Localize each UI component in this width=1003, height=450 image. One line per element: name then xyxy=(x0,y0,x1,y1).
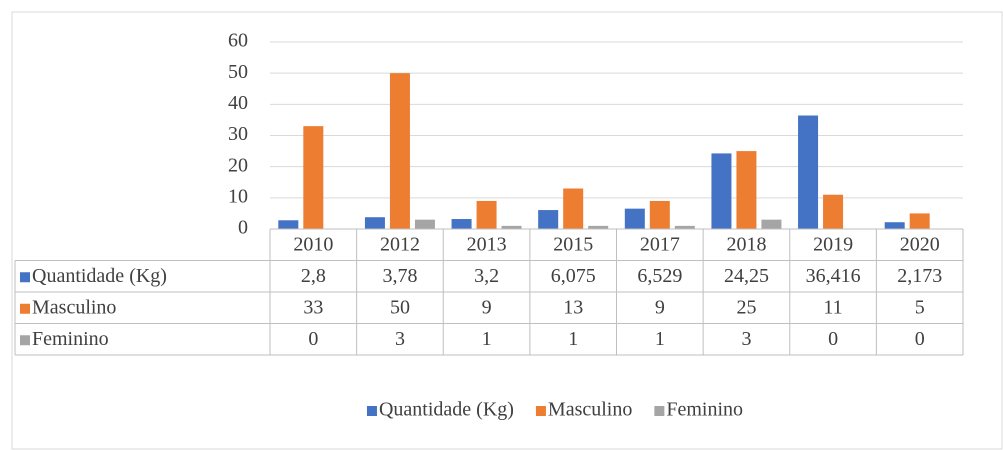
table-cell: 25 xyxy=(736,296,756,318)
table-cell: 0 xyxy=(308,328,318,350)
x-tick-label: 2018 xyxy=(726,233,766,255)
bar xyxy=(414,219,435,229)
table-row-label: Feminino xyxy=(32,328,109,350)
bar xyxy=(884,222,905,229)
bar xyxy=(823,194,844,229)
table-cell: 2,8 xyxy=(301,265,326,287)
chart-border xyxy=(11,11,1003,450)
y-tick-label: 40 xyxy=(228,92,248,114)
y-tick-label: 0 xyxy=(238,217,248,239)
bar xyxy=(588,225,609,229)
bar xyxy=(364,217,385,229)
legend-swatch xyxy=(535,406,546,416)
table-cell: 3,2 xyxy=(474,265,499,287)
table-cell: 36,416 xyxy=(806,265,861,287)
table-cell: 2,173 xyxy=(897,265,942,287)
y-tick-label: 30 xyxy=(228,123,248,145)
bar xyxy=(451,219,472,229)
x-tick-label: 2019 xyxy=(813,233,853,255)
table-row-label: Masculino xyxy=(32,296,116,318)
table-cell: 6,075 xyxy=(551,265,596,287)
x-tick-label: 2012 xyxy=(380,233,420,255)
bar xyxy=(389,73,410,230)
table-cell: 0 xyxy=(828,328,838,350)
bar xyxy=(303,126,324,229)
table-row-label: Quantidade (Kg) xyxy=(32,265,167,287)
table-cell: 11 xyxy=(823,296,842,318)
legend-swatch xyxy=(20,272,30,283)
legend-swatch xyxy=(20,335,30,346)
y-tick-label: 60 xyxy=(228,30,248,52)
table-cell: 3 xyxy=(741,328,751,350)
table-cell: 13 xyxy=(563,296,583,318)
x-tick-label: 2013 xyxy=(467,233,507,255)
y-tick-label: 20 xyxy=(228,154,248,176)
bar xyxy=(711,153,732,229)
bar xyxy=(674,225,695,229)
table-cell: 5 xyxy=(915,296,925,318)
table-cell: 6,529 xyxy=(637,265,682,287)
table-cell: 9 xyxy=(482,296,492,318)
legend-swatch xyxy=(654,406,665,416)
y-tick-label: 10 xyxy=(228,185,248,207)
legend-label: Feminino xyxy=(666,399,743,421)
bar xyxy=(563,188,584,229)
legend-label: Quantidade (Kg) xyxy=(379,399,514,421)
table-cell: 0 xyxy=(915,328,925,350)
legend-label: Masculino xyxy=(548,399,632,421)
x-tick-label: 2010 xyxy=(293,233,333,255)
table-cell: 1 xyxy=(655,328,665,350)
table-cell: 3,78 xyxy=(382,265,417,287)
bar xyxy=(538,210,559,229)
x-tick-label: 2017 xyxy=(640,233,680,255)
y-tick-label: 50 xyxy=(228,61,248,83)
bar xyxy=(624,208,645,229)
x-tick-label: 2015 xyxy=(553,233,593,255)
table-cell: 1 xyxy=(568,328,578,350)
bar xyxy=(909,213,930,229)
bar xyxy=(476,200,497,229)
table-cell: 50 xyxy=(390,296,410,318)
bar xyxy=(278,220,299,229)
bar xyxy=(649,200,670,229)
legend-swatch xyxy=(20,303,30,314)
table-cell: 1 xyxy=(482,328,492,350)
x-tick-label: 2020 xyxy=(900,233,940,255)
table-cell: 33 xyxy=(303,296,323,318)
bar xyxy=(761,219,782,229)
bar xyxy=(501,225,522,229)
bar xyxy=(736,151,757,229)
table-cell: 24,25 xyxy=(724,265,769,287)
table-cell: 9 xyxy=(655,296,665,318)
legend-swatch xyxy=(366,406,377,416)
bar xyxy=(798,115,819,229)
table-cell: 3 xyxy=(395,328,405,350)
